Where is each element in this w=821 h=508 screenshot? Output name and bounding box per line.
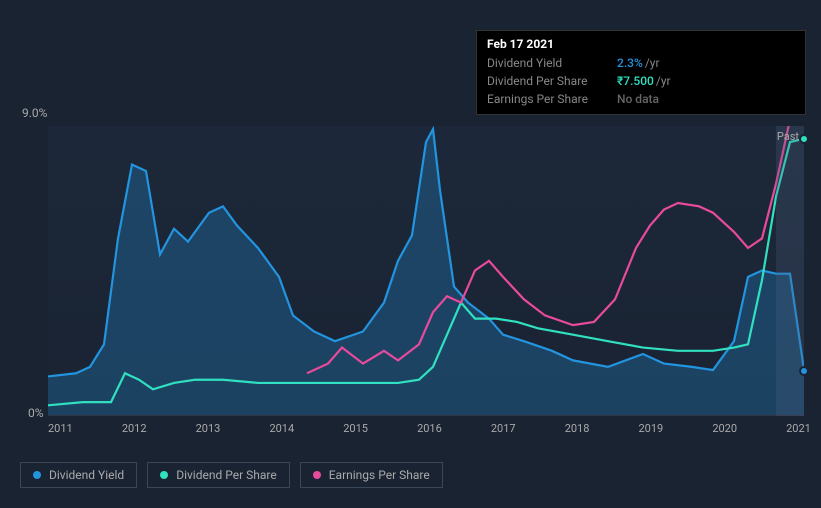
y-axis-max-label: 9.0% [22, 106, 47, 120]
legend-item-label: Dividend Yield [49, 468, 124, 482]
x-axis-tick-label: 2018 [565, 422, 590, 436]
chart-legend: Dividend Yield Dividend Per Share Earnings… [20, 462, 443, 488]
tooltip-row: Dividend Per Share₹7.500 /yr [487, 72, 795, 90]
x-axis-tick-label: 2019 [639, 422, 664, 436]
x-axis-labels: 2011 2012 2013 2014 2015 2016 2017 2018 2019 2020… [48, 422, 811, 436]
tooltip-row-value: 2.3% [617, 54, 643, 72]
x-axis-tick-label: 2016 [417, 422, 442, 436]
tooltip-row-label: Dividend Per Share [487, 72, 617, 90]
legend-item[interactable]: Dividend Yield [20, 462, 137, 488]
x-axis-tick-label: 2013 [196, 422, 221, 436]
legend-item[interactable]: Dividend Per Share [147, 462, 290, 488]
chart-plot-area[interactable] [48, 126, 804, 416]
tooltip-date: Feb 17 2021 [487, 37, 795, 51]
legend-item-label: Earnings Per Share [329, 468, 430, 482]
x-axis-tick-label: 2012 [122, 422, 147, 436]
tooltip-row-unit: /yr [645, 54, 660, 72]
chart-container: Feb 17 2021 Dividend Yield2.3% /yrDivide… [0, 0, 821, 508]
tooltip-row-value: ₹7.500 [617, 72, 654, 90]
x-axis-tick-label: 2020 [712, 422, 737, 436]
tooltip-row-label: Earnings Per Share [487, 90, 617, 108]
legend-dot-icon [313, 471, 321, 479]
x-axis-tick-label: 2015 [343, 422, 368, 436]
legend-item-label: Dividend Per Share [176, 468, 277, 482]
tooltip-row-unit: /yr [656, 72, 671, 90]
x-axis-tick-label: 2011 [48, 422, 73, 436]
x-axis-tick-label: 2014 [269, 422, 294, 436]
y-axis-min-label: 0% [28, 406, 44, 420]
series-end-marker [799, 366, 809, 376]
tooltip-row-label: Dividend Yield [487, 54, 617, 72]
series-end-marker [799, 134, 809, 144]
x-axis-tick-label: 2017 [491, 422, 516, 436]
past-label: Past [777, 130, 799, 143]
tooltip-row-value: No data [617, 90, 659, 108]
chart-svg [48, 126, 804, 415]
tooltip-row: Dividend Yield2.3% /yr [487, 54, 795, 72]
legend-dot-icon [33, 471, 41, 479]
chart-tooltip: Feb 17 2021 Dividend Yield2.3% /yrDivide… [476, 30, 806, 115]
legend-item[interactable]: Earnings Per Share [300, 462, 443, 488]
x-axis-tick-label: 2021 [786, 422, 811, 436]
tooltip-row: Earnings Per ShareNo data [487, 90, 795, 108]
legend-dot-icon [160, 471, 168, 479]
